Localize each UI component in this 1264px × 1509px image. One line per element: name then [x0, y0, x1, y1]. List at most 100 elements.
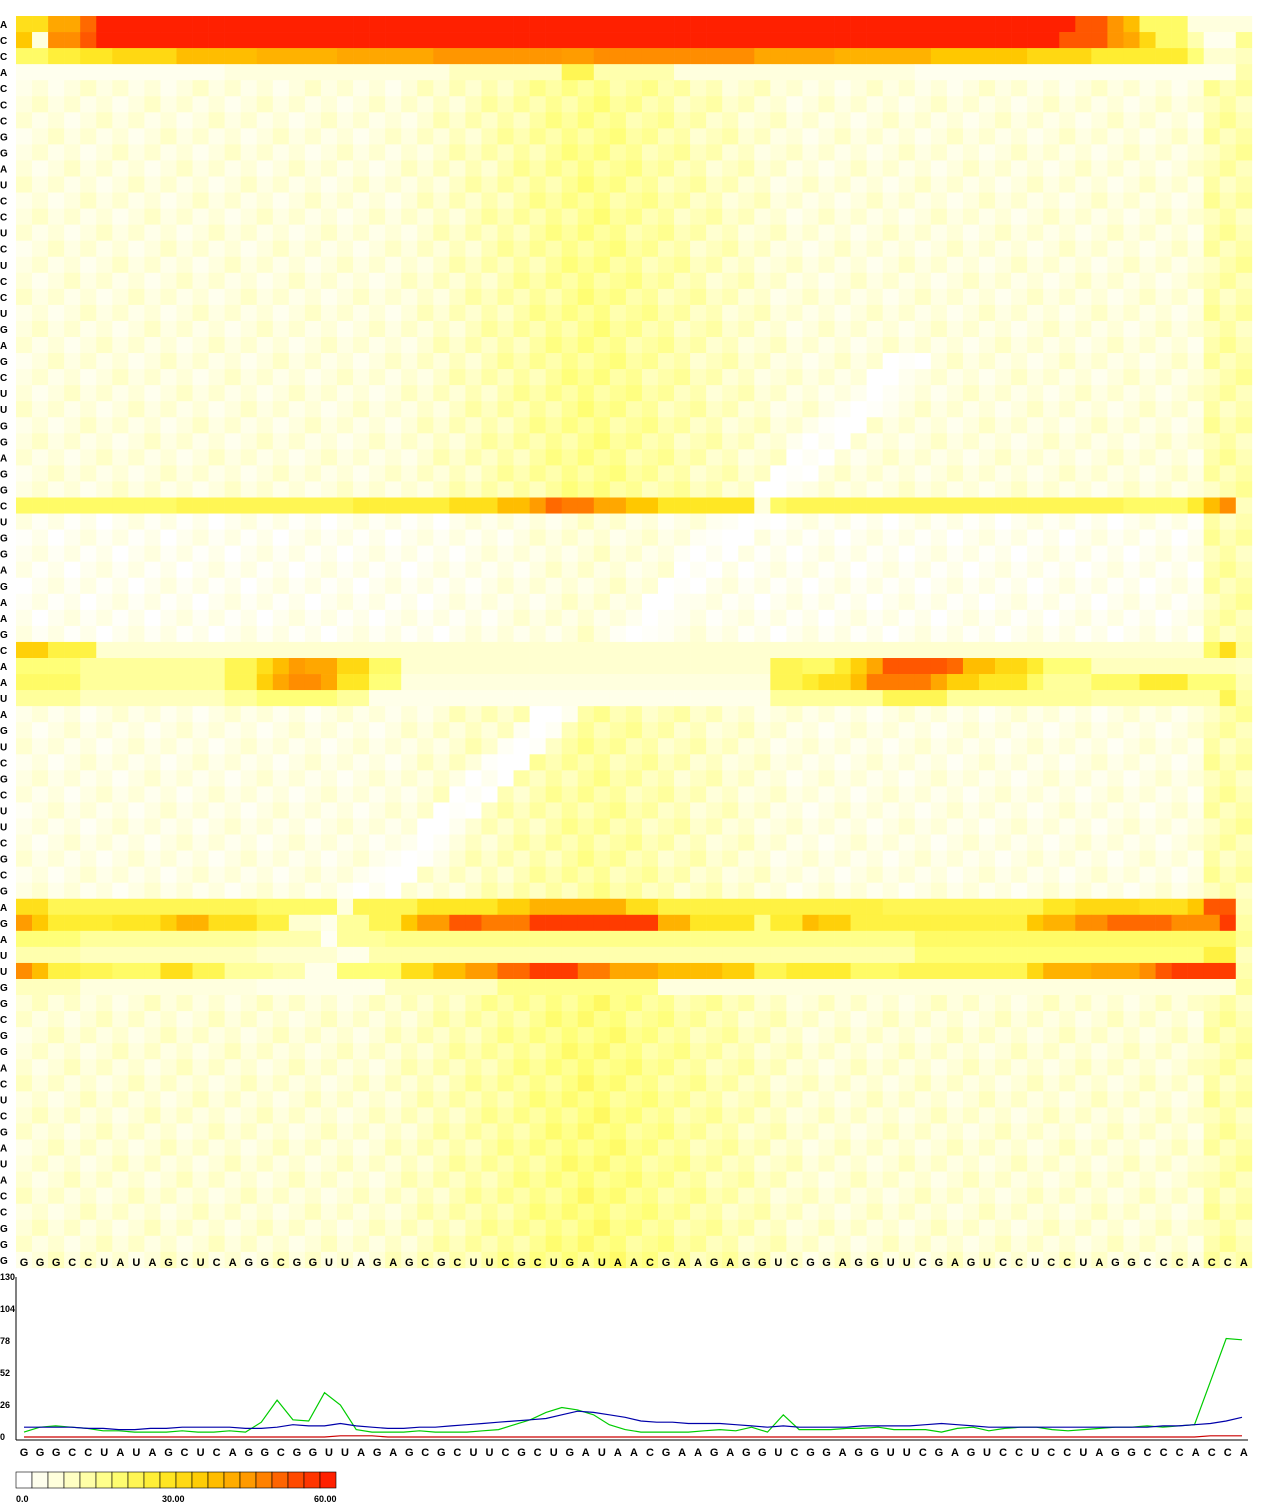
heatmap-cell [160, 417, 177, 434]
heatmap-cell [898, 144, 916, 161]
heatmap-cell [144, 898, 161, 916]
heatmap-cell [1075, 256, 1092, 274]
heatmap-cell [1027, 658, 1044, 675]
heatmap-cell [545, 577, 562, 595]
heatmap-cell [866, 722, 883, 739]
heatmap-cell [48, 385, 65, 402]
heatmap-cell [112, 64, 129, 81]
heatmap-cell [80, 353, 97, 370]
heatmap-cell [240, 1043, 258, 1060]
heatmap-cell [304, 770, 322, 787]
heatmap-cell [625, 337, 643, 354]
heatmap-cell [288, 192, 306, 209]
heatmap-cell [1059, 481, 1076, 498]
heatmap-cell [320, 385, 338, 402]
heatmap-cell [818, 995, 835, 1012]
heatmap-cell [706, 112, 723, 129]
heatmap-cell [417, 754, 434, 771]
heatmap-cell [256, 722, 274, 739]
heatmap-cell [128, 738, 145, 755]
heatmap-cell [1107, 16, 1124, 33]
heatmap-cell [128, 449, 145, 466]
heatmap-cell [641, 288, 659, 306]
heatmap-cell [979, 353, 996, 370]
heatmap-cell [465, 786, 482, 803]
heatmap-cell [513, 240, 530, 258]
heatmap-cell [738, 995, 755, 1012]
heatmap-cell [802, 690, 819, 707]
heatmap-cell [1123, 320, 1140, 338]
heatmap-cell [1187, 256, 1204, 274]
heatmap-cell [706, 80, 723, 97]
heatmap-cell [1171, 898, 1188, 916]
heatmap-cell [513, 144, 530, 161]
heatmap-cell [112, 272, 129, 290]
heatmap-cell [738, 272, 755, 290]
heatmap-cell [786, 449, 803, 466]
heatmap-cell [593, 176, 611, 193]
heatmap-cell [128, 995, 145, 1012]
heatmap-cell [144, 128, 161, 145]
heatmap-cell [1075, 641, 1092, 659]
heatmap-cell [192, 224, 209, 241]
heatmap-cell [738, 577, 755, 595]
heatmap-cell [1123, 529, 1140, 546]
heatmap-cell [962, 593, 980, 611]
heatmap-cell [882, 802, 900, 819]
heatmap-cell [272, 545, 290, 562]
heatmap-cell [1059, 609, 1076, 627]
heatmap-cell [16, 674, 33, 691]
heatmap-cell [208, 112, 225, 129]
heatmap-cell [272, 465, 290, 482]
heatmap-cell [80, 192, 97, 209]
heatmap-cell [304, 160, 322, 177]
heatmap-cell [866, 144, 883, 161]
heatmap-cell [754, 834, 771, 851]
heatmap-cell [1203, 946, 1221, 964]
heatmap-cell [1235, 658, 1253, 675]
heatmap-cell [1139, 48, 1156, 65]
heatmap-cell [48, 160, 65, 177]
heatmap-cell [834, 497, 851, 514]
heatmap-cell [224, 304, 241, 322]
heatmap-cell [272, 48, 290, 65]
heatmap-cell [1171, 529, 1188, 546]
heatmap-cell [481, 706, 498, 723]
heatmap-cell [866, 64, 883, 81]
heatmap-cell [545, 866, 562, 883]
heatmap-cell [946, 16, 964, 33]
heatmap-cell [593, 866, 611, 883]
heatmap-cell [706, 176, 723, 193]
heatmap-cell [304, 979, 322, 996]
heatmap-cell [256, 80, 274, 97]
heatmap-cell [160, 946, 177, 964]
heatmap-cell [641, 866, 659, 883]
heatmap-cell [96, 850, 113, 867]
heatmap-cell [641, 802, 659, 819]
heatmap-cell [786, 930, 803, 948]
heatmap-cell [979, 80, 996, 97]
heatmap-cell [369, 320, 386, 338]
heatmap-cell [401, 48, 418, 65]
heatmap-cell [770, 208, 787, 225]
heatmap-cell [770, 288, 787, 306]
heatmap-cell [545, 256, 562, 274]
heatmap-cell [160, 979, 177, 996]
heatmap-cell [1187, 96, 1204, 113]
heatmap-cell [979, 433, 996, 450]
heatmap-cell [369, 946, 386, 964]
heatmap-cell [208, 882, 225, 900]
heatmap-cell [497, 144, 514, 161]
heatmap-cell [128, 898, 145, 916]
heatmap-cell [48, 593, 65, 611]
heatmap-cell [1203, 690, 1221, 707]
heatmap-cell [609, 337, 627, 354]
heatmap-cell [754, 385, 771, 402]
heatmap-cell [128, 722, 145, 739]
heatmap-cell [288, 48, 306, 65]
heatmap-cell [995, 1043, 1012, 1060]
heatmap-cell [658, 641, 675, 659]
heatmap-cell [1203, 898, 1221, 916]
heatmap-cell [690, 738, 707, 755]
heatmap-cell [898, 288, 916, 306]
